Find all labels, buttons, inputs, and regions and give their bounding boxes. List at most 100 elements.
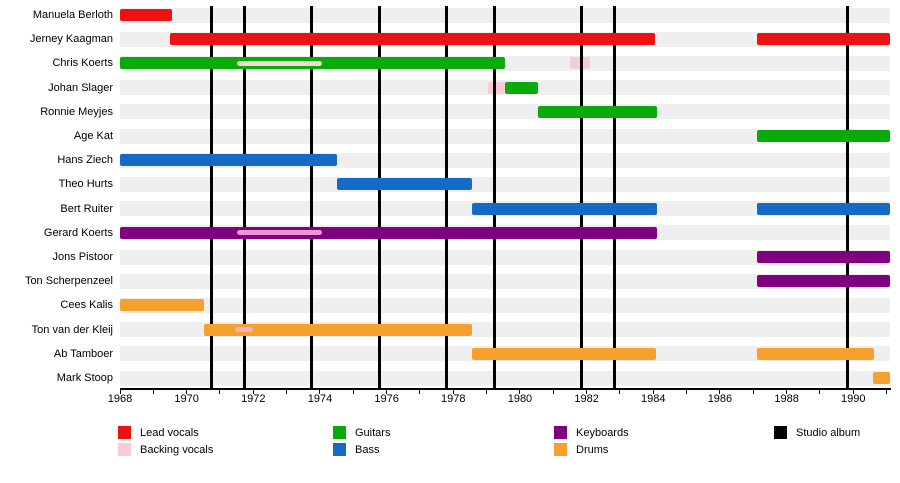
member-label: Manuela Berloth bbox=[32, 9, 113, 21]
axis-tick bbox=[186, 390, 188, 394]
backing-vocals-overlay bbox=[236, 230, 322, 236]
axis-tick bbox=[386, 390, 388, 394]
studio-album-line bbox=[243, 6, 247, 388]
legend-label: Backing vocals bbox=[140, 443, 214, 456]
axis-year-label: 1978 bbox=[441, 393, 466, 405]
axis-year-label: 1976 bbox=[374, 393, 399, 405]
axis-tick bbox=[352, 390, 354, 394]
legend-item-guitars: Guitars bbox=[333, 424, 390, 441]
axis-year-label: 1980 bbox=[507, 393, 533, 405]
timeline-bar-bass bbox=[756, 202, 890, 215]
axis-tick bbox=[719, 390, 721, 394]
legend-item-backing: Backing vocals bbox=[118, 441, 213, 458]
legend-label: Drums bbox=[576, 443, 609, 456]
axis-tick bbox=[152, 390, 154, 394]
timeline-bar-drums bbox=[756, 347, 874, 360]
member-label: Johan Slager bbox=[48, 81, 113, 94]
axis-year-label: 1972 bbox=[241, 393, 266, 405]
axis-year-label: 1982 bbox=[574, 393, 599, 405]
legend: Lead vocals Backing vocals Guitars Bass Keyb… bbox=[0, 424, 900, 464]
axis-tick bbox=[786, 390, 788, 394]
axis-tick bbox=[686, 390, 688, 394]
legend-swatch-drums bbox=[554, 443, 567, 456]
axis-tick bbox=[752, 390, 754, 394]
row-stripe bbox=[120, 7, 890, 23]
studio-album-line bbox=[210, 6, 214, 388]
timeline-bar-keyboards bbox=[756, 251, 890, 263]
member-label: Ton van der Kleij bbox=[31, 323, 113, 336]
timeline-bar-lead bbox=[756, 33, 890, 46]
axis-year-label: 1990 bbox=[841, 393, 866, 405]
legend-swatch-lead bbox=[118, 426, 131, 439]
member-label: Hans Ziech bbox=[57, 154, 113, 167]
member-label: Gerard Koerts bbox=[43, 226, 113, 239]
legend-label: Bass bbox=[355, 443, 380, 456]
studio-album-line bbox=[378, 6, 382, 388]
axis-tick bbox=[552, 390, 554, 394]
studio-album-line bbox=[613, 6, 617, 388]
legend-column: Studio album bbox=[774, 424, 860, 441]
member-label: Bert Ruiter bbox=[60, 202, 113, 215]
legend-label: Guitars bbox=[355, 426, 391, 439]
axis-tick bbox=[119, 390, 121, 394]
legend-item-keyboards: Keyboards bbox=[554, 424, 629, 441]
axis-tick bbox=[819, 390, 821, 394]
member-label: Ronnie Meyjes bbox=[40, 105, 113, 118]
legend-label: Studio album bbox=[796, 426, 861, 439]
legend-swatch-guitars bbox=[333, 426, 346, 439]
axis-tick bbox=[886, 390, 888, 394]
row-stripe bbox=[120, 104, 890, 120]
axis-year-label: 1986 bbox=[707, 393, 733, 405]
axis-tick bbox=[419, 390, 421, 394]
axis-year-label: 1968 bbox=[107, 393, 133, 405]
legend-swatch-keyboards bbox=[554, 426, 567, 439]
timeline-bar-guitars bbox=[538, 105, 657, 118]
member-label: Ab Tamboer bbox=[53, 347, 113, 360]
legend-swatch-bass bbox=[333, 443, 346, 456]
axis-tick bbox=[219, 390, 221, 394]
timeline-bar-drums bbox=[471, 347, 656, 360]
timeline-bar-keyboards bbox=[756, 275, 890, 288]
x-axis-line bbox=[120, 388, 891, 390]
studio-album-line bbox=[580, 6, 584, 388]
legend-column: Guitars Bass bbox=[333, 424, 390, 458]
timeline-bar-backing bbox=[569, 57, 590, 70]
member-label: Theo Hurts bbox=[58, 178, 113, 191]
timeline-bar-keyboards bbox=[120, 226, 657, 239]
timeline-bar-bass bbox=[120, 154, 337, 167]
row-stripe bbox=[120, 370, 890, 386]
timeline-bar-backing bbox=[488, 81, 505, 94]
member-label: Ton Scherpenzeel bbox=[24, 275, 113, 288]
row-stripe bbox=[120, 297, 890, 313]
legend-swatch-backing bbox=[118, 443, 131, 456]
axis-tick bbox=[486, 390, 488, 394]
timeline-bar-bass bbox=[336, 178, 472, 191]
legend-item-drums: Drums bbox=[554, 441, 629, 458]
studio-album-line bbox=[445, 6, 449, 388]
timeline-bar-lead bbox=[120, 9, 172, 21]
legend-item-album: Studio album bbox=[774, 424, 860, 441]
timeline-bar-drums bbox=[120, 299, 204, 312]
axis-year-label: 1984 bbox=[641, 393, 666, 405]
timeline-bar-bass bbox=[471, 202, 657, 215]
timeline-bar-guitars bbox=[756, 130, 890, 142]
member-label: Cees Kalis bbox=[60, 299, 113, 312]
row-stripe bbox=[120, 176, 890, 192]
timeline-bar-drums bbox=[203, 323, 472, 336]
legend-swatch-album bbox=[774, 426, 787, 439]
backing-vocals-overlay bbox=[234, 327, 254, 333]
axis-tick bbox=[652, 390, 654, 394]
studio-album-line bbox=[846, 6, 850, 388]
studio-album-line bbox=[493, 6, 497, 388]
legend-label: Lead vocals bbox=[140, 426, 199, 439]
axis-year-label: 1988 bbox=[774, 393, 799, 405]
axis-tick bbox=[852, 390, 854, 394]
axis-tick bbox=[252, 390, 254, 394]
axis-tick bbox=[519, 390, 521, 394]
legend-item-lead: Lead vocals bbox=[118, 424, 213, 441]
axis-year-label: 1970 bbox=[174, 393, 199, 405]
member-label: Mark Stoop bbox=[56, 372, 113, 384]
axis-year-label: 1974 bbox=[307, 393, 333, 405]
legend-item-bass: Bass bbox=[333, 441, 390, 458]
